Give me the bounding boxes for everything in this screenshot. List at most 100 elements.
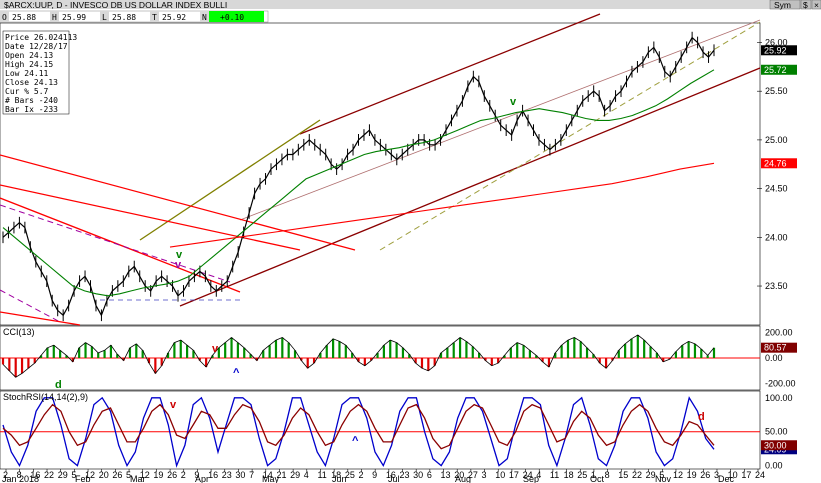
info-line: Date 12/28/17 [5, 42, 68, 51]
x-tick-label: 11 [550, 470, 559, 480]
x-tick-label: 27 [468, 470, 478, 480]
month-label: Dec [718, 474, 735, 483]
price-badge [761, 64, 797, 75]
field-net-label: N [202, 13, 207, 22]
price-badge [761, 45, 797, 56]
x-tick-label: 25 [345, 470, 355, 480]
field-low-label: L [102, 13, 107, 22]
sym-button[interactable] [769, 0, 801, 10]
x-tick-label: 29 [646, 470, 656, 480]
price-axis: 26.00 25.50 25.00 24.50 24.00 23.50 [757, 37, 788, 291]
annotation-mark: v [175, 259, 182, 271]
stoch-badge [761, 440, 797, 451]
field-net-value: +0.10 [220, 13, 244, 22]
price-series-layer [2, 31, 715, 322]
annotation-mark: v [176, 249, 183, 261]
month-label: Jan 2018 [2, 474, 39, 483]
cci-tick-label: 200.00 [765, 327, 793, 337]
price-badge-label: 25.92 [764, 45, 787, 55]
month-label: May [262, 474, 280, 483]
sym-button-label: Sym [774, 0, 791, 10]
mid-channel-line [239, 19, 761, 221]
x-tick-label: 8 [17, 470, 22, 480]
info-line: Close 24.13 [5, 78, 58, 87]
x-tick-label: 4 [304, 470, 309, 480]
info-line: Cur % 5.7 [5, 87, 49, 96]
x-tick-label: 9 [194, 470, 199, 480]
price-badge-label: 25.72 [764, 65, 787, 75]
x-tick-label: 3 [714, 470, 719, 480]
x-tick-label: 14 [263, 470, 273, 480]
x-tick-label: 21 [276, 470, 286, 480]
annotation-mark: ^ [233, 367, 240, 379]
info-line: Open 24.13 [5, 51, 53, 60]
olive-trend-line [139, 119, 321, 241]
y-tick-label: 26.00 [765, 37, 788, 47]
cci-badge [761, 342, 797, 353]
x-tick-label: 24 [523, 470, 533, 480]
y-tick-label: 24.50 [765, 184, 788, 194]
lower-channel-line [179, 67, 761, 307]
field-last-value: 25.92 [162, 13, 186, 22]
x-tick-label: 6 [427, 470, 432, 480]
y-tick-label: 25.50 [765, 86, 788, 96]
x-tick-label: 18 [331, 470, 341, 480]
field-last-label: T [152, 13, 157, 22]
x-tick-label: 2 [181, 470, 186, 480]
dollar-button-label: $ [803, 0, 808, 10]
x-tick-label: 5 [71, 470, 76, 480]
info-line: Price 26.024113 [5, 33, 77, 42]
annotation-mark: ^ [352, 435, 359, 447]
dollar-button[interactable] [800, 0, 812, 10]
x-tick-label: 2 [3, 470, 8, 480]
x-tick-label: 12 [140, 470, 150, 480]
x-tick-label: 13 [441, 470, 451, 480]
x-tick-label: 8 [605, 470, 610, 480]
window-buttons[interactable]: Sym $ × [769, 0, 821, 10]
month-label: Mar [130, 474, 146, 483]
red-low-line [0, 311, 81, 326]
annotation-mark: v [170, 399, 177, 411]
short-ma-line [2, 69, 715, 297]
info-line: Bar Ix -233 [5, 105, 58, 114]
chart-title: $ARCX:UUP, D - INVESCO DB US DOLLAR INDE… [4, 0, 227, 10]
stoch-tick-label: 0.00 [765, 461, 783, 471]
x-tick-label: 22 [44, 470, 54, 480]
stoch-badge-label: 30.00 [764, 440, 787, 450]
month-label: Sep [523, 474, 539, 483]
red-downtrend-line-2 [0, 184, 301, 251]
x-tick-label: 18 [564, 470, 574, 480]
x-tick-label: 10 [495, 470, 505, 480]
x-tick-label: 7 [249, 470, 254, 480]
header-bar: $ARCX:UUP, D - INVESCO DB US DOLLAR INDE… [0, 0, 821, 10]
x-tick-label: 1 [591, 470, 596, 480]
y-tick-label: 23.50 [765, 281, 788, 291]
header-values: O 25.88 H 25.99 L 25.88 T 25.92 N +0.10 [0, 10, 269, 23]
price-badges: 25.92 25.72 24.76 [761, 45, 797, 169]
field-open-value: 25.88 [12, 13, 36, 22]
dashed-purple-line [0, 204, 231, 283]
month-label: Feb [75, 474, 91, 483]
month-label: Apr [195, 474, 209, 483]
x-tick-label: 5 [659, 470, 664, 480]
stochrsi-line [2, 396, 715, 468]
red-downtrend-line-1 [0, 154, 356, 251]
stoch-tick-label: 100.00 [765, 393, 793, 403]
cci-tick-label: -200.00 [765, 379, 796, 389]
cci-title: CCI(13) [3, 327, 35, 337]
annotations: v v v d v ^ v ^ d [55, 96, 705, 447]
stoch-tick-label: 50.00 [765, 427, 788, 437]
x-tick-label: 10 [728, 470, 738, 480]
annotation-mark: d [698, 411, 705, 423]
x-tick-label: 26 [700, 470, 710, 480]
month-label: Aug [455, 474, 471, 483]
info-line: Low 24.11 [5, 69, 49, 78]
cci-layer: 200.00 0.00 -200.00 80.57 [0, 327, 797, 389]
x-tick-label: 16 [30, 470, 40, 480]
x-tick-label: 17 [741, 470, 751, 480]
month-label: Jun [332, 474, 347, 483]
close-button[interactable] [811, 0, 821, 10]
stochrsi-signal-line [2, 403, 715, 450]
x-tick-label: 23 [222, 470, 232, 480]
